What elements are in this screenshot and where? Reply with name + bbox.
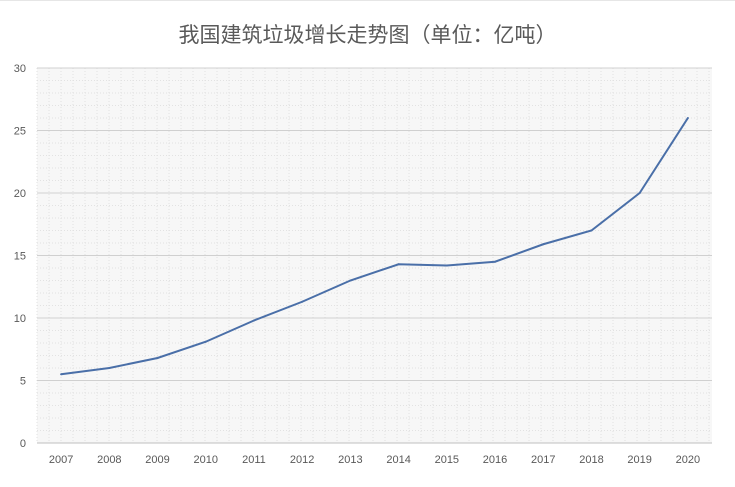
- data-point: [638, 192, 641, 194]
- y-tick-label: 0: [20, 438, 26, 450]
- data-point: [301, 300, 304, 303]
- data-point: [542, 243, 545, 246]
- chart-title: 我国建筑垃圾增长走势图（单位：亿吨）: [178, 23, 557, 47]
- data-point: [494, 260, 497, 263]
- y-tick-label: 20: [14, 188, 26, 200]
- x-tick-label: 2007: [49, 454, 73, 466]
- x-tick-label: 2014: [386, 454, 410, 466]
- y-tick-label: 30: [14, 63, 26, 75]
- data-point: [590, 229, 593, 232]
- x-tick-label: 2009: [145, 454, 169, 466]
- y-tick-label: 10: [14, 313, 26, 325]
- data-point: [349, 279, 352, 282]
- x-tick-label: 2016: [483, 454, 507, 466]
- x-tick-label: 2013: [338, 454, 362, 466]
- y-tick-label: 25: [14, 126, 26, 138]
- x-tick-label: 2008: [97, 454, 121, 466]
- y-tick-label: 5: [20, 376, 26, 388]
- x-tick-label: 2010: [194, 454, 218, 466]
- data-point: [686, 117, 689, 119]
- data-point: [108, 367, 111, 369]
- x-tick-label: 2012: [290, 454, 314, 466]
- data-point: [252, 319, 255, 322]
- series-line: [60, 117, 689, 376]
- x-tick-label: 2011: [242, 454, 266, 466]
- x-tick-label: 2019: [627, 454, 651, 466]
- x-tick-label: 2015: [435, 454, 459, 466]
- data-point: [156, 357, 159, 359]
- x-tick-label: 2018: [579, 454, 603, 466]
- data-point: [60, 373, 63, 376]
- x-tick-label: 2017: [531, 454, 555, 466]
- data-point: [204, 340, 207, 343]
- y-tick-label: 15: [14, 251, 26, 263]
- data-point: [445, 264, 448, 267]
- data-point: [397, 263, 400, 266]
- x-tick-label: 2020: [676, 454, 700, 466]
